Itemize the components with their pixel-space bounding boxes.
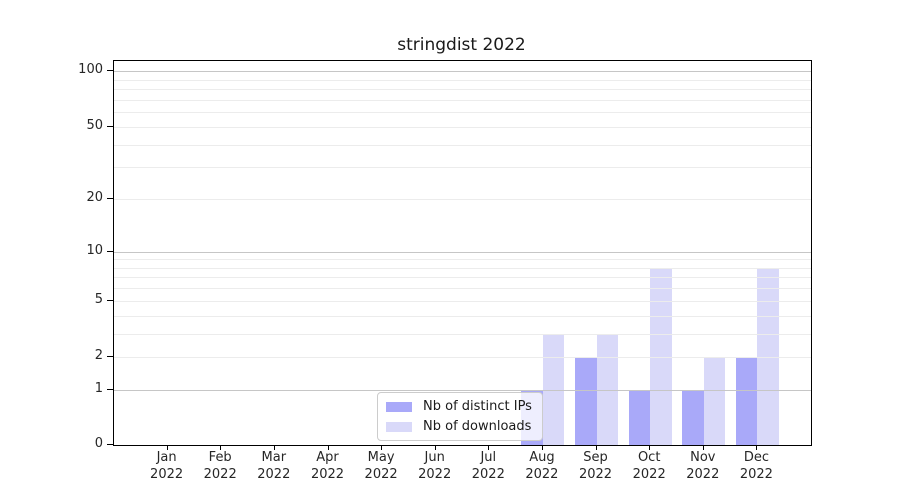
bar-nb-of-distinct-ips-sep-2022 xyxy=(575,357,597,445)
y-tick-mark-2 xyxy=(107,356,113,357)
bar-nb-of-distinct-ips-nov-2022 xyxy=(682,390,704,445)
gridlines-layer xyxy=(114,61,811,445)
x-tick-mark-jun-2022 xyxy=(434,445,436,450)
bar-nb-of-downloads-dec-2022 xyxy=(757,267,779,445)
bar-nb-of-downloads-oct-2022 xyxy=(650,267,672,445)
bar-nb-of-distinct-ips-dec-2022 xyxy=(735,357,758,445)
gridline-100 xyxy=(114,71,811,73)
x-tick-mark-dec-2022 xyxy=(756,445,758,450)
gridline-60 xyxy=(114,112,811,114)
gridline-7 xyxy=(114,277,811,279)
chart-title: stringdist 2022 xyxy=(397,35,526,55)
x-tick-label-may-2022: May 2022 xyxy=(364,450,398,482)
y-tick-label-20: 20 xyxy=(86,190,103,205)
gridline-80 xyxy=(114,89,811,91)
x-tick-label-apr-2022: Apr 2022 xyxy=(310,450,345,482)
legend: Nb of distinct IPs Nb of downloads xyxy=(377,392,543,441)
legend-swatch-distinct-ips xyxy=(386,401,412,412)
gridline-5 xyxy=(114,300,811,302)
x-tick-label-sep-2022: Sep 2022 xyxy=(578,450,613,482)
y-tick-mark-10 xyxy=(107,250,113,252)
gridline-6 xyxy=(114,288,811,290)
gridline-40 xyxy=(114,144,811,146)
x-tick-mark-mar-2022 xyxy=(273,445,275,450)
x-tick-label-aug-2022: Aug 2022 xyxy=(525,450,559,482)
legend-item-distinct-ips: Nb of distinct IPs xyxy=(386,399,532,414)
gridline-3 xyxy=(114,333,811,335)
gridline-1 xyxy=(114,390,811,391)
gridline-70 xyxy=(114,100,811,101)
x-tick-label-dec-2022: Dec 2022 xyxy=(739,450,773,482)
x-tick-label-jul-2022: Jul 2022 xyxy=(471,450,505,482)
x-tick-mark-oct-2022 xyxy=(649,445,651,450)
gridline-9 xyxy=(114,259,811,261)
y-tick-mark-0 xyxy=(107,444,113,445)
gridline-4 xyxy=(114,315,811,317)
bar-nb-of-downloads-aug-2022 xyxy=(542,333,565,445)
y-tick-mark-50 xyxy=(107,125,113,127)
bars-layer xyxy=(114,61,811,445)
x-tick-mark-may-2022 xyxy=(381,445,383,450)
y-tick-label-0: 0 xyxy=(94,436,103,451)
x-tick-label-oct-2022: Oct 2022 xyxy=(632,450,666,482)
gridline-8 xyxy=(114,267,811,269)
gridline-50 xyxy=(114,126,811,128)
gridline-20 xyxy=(114,199,811,200)
gridline-30 xyxy=(114,167,811,169)
legend-swatch-downloads xyxy=(386,421,412,432)
gridline-2 xyxy=(114,357,811,358)
y-tick-mark-100 xyxy=(107,70,113,72)
x-tick-label-jan-2022: Jan 2022 xyxy=(150,450,184,482)
x-tick-mark-feb-2022 xyxy=(220,445,222,450)
x-tick-label-jun-2022: Jun 2022 xyxy=(418,450,452,482)
bar-nb-of-downloads-nov-2022 xyxy=(703,357,726,445)
y-tick-label-5: 5 xyxy=(94,291,103,307)
x-tick-mark-apr-2022 xyxy=(327,445,329,450)
x-tick-label-nov-2022: Nov 2022 xyxy=(686,450,720,482)
legend-item-downloads: Nb of downloads xyxy=(386,419,532,434)
legend-label-downloads: Nb of downloads xyxy=(423,419,532,434)
y-tick-mark-20 xyxy=(107,198,113,199)
gridline-90 xyxy=(114,79,811,81)
legend-label-distinct-ips: Nb of distinct IPs xyxy=(423,399,532,414)
y-tick-label-10: 10 xyxy=(86,242,103,258)
plot-area: Nb of distinct IPs Nb of downloads xyxy=(113,60,812,446)
bar-nb-of-distinct-ips-oct-2022 xyxy=(628,390,651,445)
x-tick-mark-sep-2022 xyxy=(595,445,597,450)
x-tick-label-mar-2022: Mar 2022 xyxy=(257,450,291,482)
x-tick-mark-jan-2022 xyxy=(166,445,168,450)
bar-nb-of-downloads-sep-2022 xyxy=(596,333,618,445)
y-tick-label-2: 2 xyxy=(94,348,103,363)
x-tick-mark-nov-2022 xyxy=(702,445,704,450)
y-tick-mark-5 xyxy=(107,299,113,301)
x-tick-label-feb-2022: Feb 2022 xyxy=(203,450,237,482)
y-tick-mark-1 xyxy=(107,389,113,390)
x-tick-mark-jul-2022 xyxy=(488,445,490,450)
y-tick-label-100: 100 xyxy=(78,62,103,78)
y-tick-label-1: 1 xyxy=(94,381,103,396)
x-tick-mark-aug-2022 xyxy=(541,445,543,450)
gridline-10 xyxy=(114,251,811,253)
y-tick-label-50: 50 xyxy=(86,117,103,133)
